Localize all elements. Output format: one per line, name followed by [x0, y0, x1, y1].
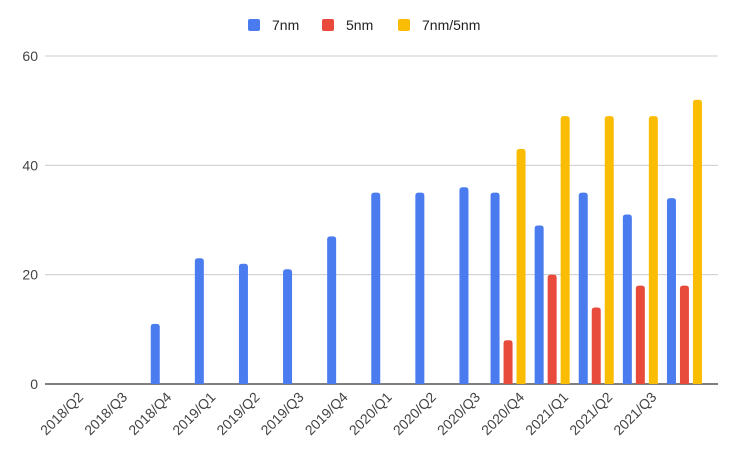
x-tick-label: 2021/Q1 [522, 389, 571, 438]
bar-7nm-5nm [604, 116, 614, 384]
bar-7nm [150, 323, 160, 384]
y-axis-ticks: 0 20 40 60 [22, 48, 38, 392]
bar-7nm [371, 192, 381, 384]
x-tick-label: 2019/Q4 [302, 389, 351, 438]
x-tick-label: 2018/Q2 [37, 389, 86, 438]
bar-5nm [547, 274, 557, 384]
y-tick-label: 0 [30, 376, 38, 392]
bar-7nm-5nm [692, 99, 702, 384]
x-tick-label: 2019/Q1 [169, 389, 218, 438]
legend-label: 5nm [346, 17, 373, 33]
bar-5nm [503, 340, 513, 384]
bar-7nm [578, 192, 588, 384]
x-tick-label: 2020/Q1 [346, 389, 395, 438]
bar-7nm [283, 269, 293, 384]
x-tick-label: 2020/Q3 [434, 389, 483, 438]
x-tick-label: 2019/Q2 [213, 389, 262, 438]
x-tick-label: 2018/Q3 [81, 389, 130, 438]
legend-swatch [322, 19, 334, 31]
bar-7nm [238, 263, 248, 384]
legend-swatch [398, 19, 410, 31]
x-tick-label: 2020/Q2 [390, 389, 439, 438]
x-tick-label: 2021/Q2 [566, 389, 615, 438]
bar-7nm [194, 258, 204, 384]
y-tick-label: 60 [22, 48, 38, 64]
bar-7nm [459, 187, 469, 384]
x-tick-label: 2021/Q3 [610, 389, 659, 438]
bar-5nm [635, 285, 645, 384]
bar-7nm [622, 214, 632, 384]
x-axis-ticks: 2018/Q22018/Q32018/Q42019/Q12019/Q22019/… [37, 389, 660, 438]
bar-7nm [666, 198, 676, 384]
x-tick-label: 2020/Q4 [478, 389, 527, 438]
bars [150, 99, 702, 384]
bar-7nm [490, 192, 500, 384]
bar-7nm [327, 236, 337, 384]
bar-5nm [591, 307, 601, 384]
y-tick-label: 20 [22, 267, 38, 283]
y-tick-label: 40 [22, 157, 38, 173]
legend: 7nm 5nm 7nm/5nm [248, 17, 480, 33]
bar-7nm-5nm [648, 116, 658, 384]
gridlines [45, 55, 718, 385]
x-tick-label: 2019/Q3 [257, 389, 306, 438]
x-tick-label: 2018/Q4 [125, 389, 174, 438]
bar-7nm [415, 192, 425, 384]
legend-label: 7nm/5nm [422, 17, 480, 33]
bar-5nm [679, 285, 689, 384]
bar-7nm-5nm [516, 148, 526, 384]
legend-label: 7nm [272, 17, 299, 33]
legend-swatch [248, 19, 260, 31]
bar-7nm-5nm [560, 116, 570, 384]
bar-7nm [534, 225, 544, 384]
